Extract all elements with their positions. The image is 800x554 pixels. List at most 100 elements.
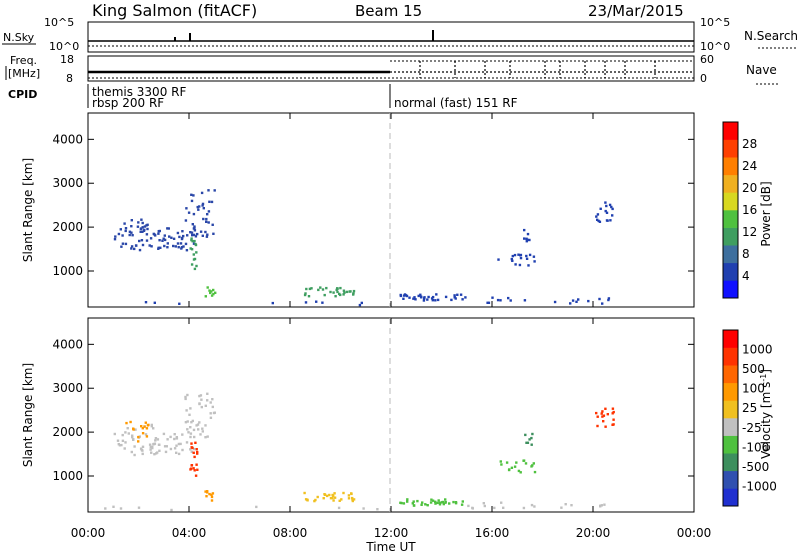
range-cell: [493, 506, 496, 510]
range-cell: [612, 410, 615, 414]
colorbar-tick-label: 4: [742, 269, 750, 283]
x-tick-label: 04:00: [172, 526, 207, 540]
range-cell: [595, 411, 598, 415]
range-cell: [210, 499, 214, 502]
range-cell: [604, 209, 607, 213]
range-cell: [408, 296, 411, 299]
range-cell: [173, 437, 176, 441]
range-cell: [600, 504, 603, 507]
range-cell: [124, 242, 128, 246]
range-cell: [170, 236, 173, 239]
range-cell: [523, 299, 527, 302]
range-cell: [429, 501, 433, 504]
range-cell: [181, 236, 184, 240]
range-cell: [187, 431, 190, 434]
colorbar-segment: [723, 418, 738, 436]
range-cell: [519, 253, 523, 257]
range-cell: [165, 445, 168, 448]
range-cell: [121, 433, 124, 437]
range-cell: [431, 499, 435, 502]
range-cell: [198, 394, 201, 398]
colorbar-segment: [723, 210, 738, 228]
nsky-label: N.Sky: [3, 31, 35, 44]
range-cell: [158, 449, 161, 452]
time-axis: 00:00 04:00 08:00 12:00 16:00 20:00 00:00: [71, 113, 711, 540]
colorbar-tick-label: 16: [742, 203, 757, 217]
range-cell: [438, 501, 442, 504]
range-cell: [181, 230, 184, 233]
range-cell: [182, 234, 185, 238]
range-cell: [210, 290, 213, 293]
colorbar-tick-label: -100: [742, 440, 769, 454]
range-cell: [211, 223, 214, 226]
range-cell: [482, 502, 485, 505]
range-cell: [144, 433, 148, 436]
range-cell: [460, 503, 464, 506]
range-cell: [424, 503, 427, 506]
range-cell: [132, 438, 135, 441]
range-cell: [303, 491, 306, 495]
range-cell: [450, 298, 453, 302]
range-cell: [336, 287, 339, 290]
range-cell: [607, 298, 610, 302]
range-cell: [129, 420, 132, 424]
y-tick-label: 1000: [52, 264, 83, 278]
range-cell: [342, 491, 345, 495]
range-cell: [153, 301, 156, 304]
range-cell: [132, 428, 135, 431]
range-cell: [496, 298, 500, 302]
range-cell: [207, 210, 211, 213]
range-cell: [347, 494, 351, 497]
range-cell: [519, 471, 522, 474]
range-cell: [533, 470, 537, 474]
range-cell: [347, 497, 351, 500]
range-cell: [525, 237, 528, 240]
range-cell: [448, 502, 451, 505]
range-cell: [212, 292, 215, 296]
range-cell: [601, 410, 604, 413]
range-cell: [456, 293, 459, 296]
range-cell: [325, 494, 329, 498]
range-cell: [575, 300, 578, 303]
range-cell: [333, 492, 336, 495]
range-cell: [194, 243, 198, 247]
range-cell: [434, 502, 437, 505]
range-cell: [196, 450, 199, 454]
colorbar-segment: [723, 227, 738, 246]
range-cell: [190, 263, 194, 266]
colorbar-frame: [722, 329, 739, 507]
range-cell: [323, 493, 326, 496]
range-cell: [321, 288, 325, 291]
range-cell: [208, 289, 211, 292]
range-cell: [130, 225, 133, 228]
range-cell: [509, 299, 512, 302]
range-cell: [595, 215, 598, 218]
range-cell: [207, 221, 210, 224]
range-cell: [426, 504, 429, 507]
range-cell: [157, 246, 160, 249]
range-cell: [200, 398, 203, 401]
range-cell: [525, 441, 528, 444]
range-cell: [337, 506, 341, 510]
velocity-y-axis: 1000 2000 3000 4000: [52, 337, 694, 483]
range-cell: [612, 418, 615, 421]
range-cell: [196, 232, 199, 236]
range-cell: [598, 297, 601, 301]
range-cell: [125, 421, 128, 425]
range-cell: [444, 501, 447, 504]
range-cell: [188, 413, 191, 416]
range-cell: [435, 293, 438, 296]
range-cell: [185, 441, 189, 444]
range-cell: [120, 443, 123, 447]
range-cell: [141, 427, 144, 430]
range-cell: [530, 503, 534, 507]
x-tick-label: 12:00: [374, 526, 409, 540]
range-cell: [528, 253, 532, 257]
range-cell: [362, 507, 365, 510]
range-cell: [133, 247, 136, 251]
range-cell: [412, 504, 416, 507]
range-cell: [601, 302, 604, 305]
range-cell: [502, 506, 505, 509]
range-cell: [206, 435, 209, 438]
range-cell: [201, 204, 204, 207]
